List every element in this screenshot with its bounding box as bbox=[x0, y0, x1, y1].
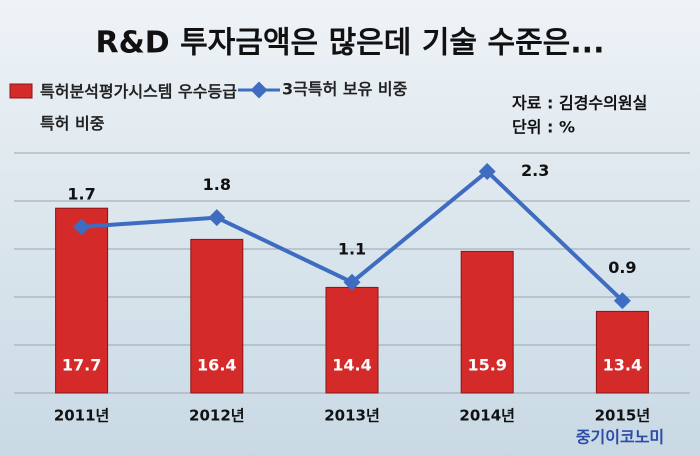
bar-value-label: 15.9 bbox=[467, 356, 506, 375]
line-point bbox=[613, 292, 631, 310]
line-point bbox=[478, 162, 496, 180]
x-tick-label: 2015년 bbox=[595, 407, 651, 425]
legend-label: 3극특허 보유 비중 bbox=[282, 80, 408, 99]
line-value-label: 1.1 bbox=[338, 240, 366, 259]
x-tick-label: 2013년 bbox=[324, 407, 380, 425]
legend-swatch bbox=[9, 83, 33, 99]
bar-value-label: 16.4 bbox=[197, 356, 236, 375]
unit: 단위 : % bbox=[512, 118, 575, 137]
bar-value-label: 14.4 bbox=[332, 356, 371, 375]
line-value-label: 2.3 bbox=[521, 161, 549, 180]
bar bbox=[460, 250, 514, 394]
x-tick-label: 2011년 bbox=[54, 407, 110, 425]
line-point bbox=[208, 209, 226, 227]
bar bbox=[325, 286, 379, 394]
bar bbox=[190, 238, 244, 394]
x-tick-label: 2014년 bbox=[459, 407, 515, 425]
line-point bbox=[73, 218, 91, 236]
legend-label: 특허분석평가시스템 우수등급 특허 비중 bbox=[40, 82, 237, 133]
bar-value-label: 13.4 bbox=[603, 356, 642, 375]
line-value-label: 1.8 bbox=[203, 175, 231, 194]
chart-title: R&D 투자금액은 많은데 기술 수준은... bbox=[96, 26, 605, 61]
bar bbox=[55, 207, 109, 394]
source: 자료 : 김경수의원실 bbox=[512, 94, 647, 113]
bar bbox=[595, 310, 649, 394]
x-tick-label: 2012년 bbox=[189, 407, 245, 425]
legend-swatch bbox=[250, 81, 268, 99]
line-value-label: 0.9 bbox=[608, 258, 636, 277]
bar-value-label: 17.7 bbox=[62, 356, 101, 375]
line-point bbox=[343, 273, 361, 291]
watermark: 중기이코노미 bbox=[576, 428, 664, 447]
line-value-label: 1.7 bbox=[67, 184, 95, 203]
